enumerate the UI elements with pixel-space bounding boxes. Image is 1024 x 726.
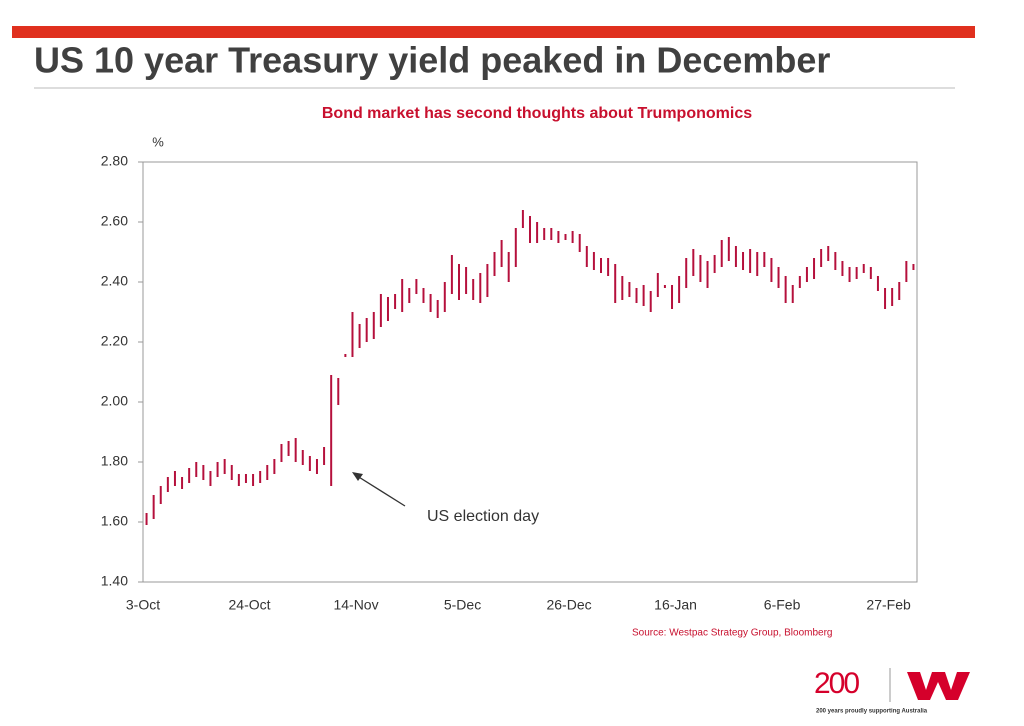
y-tick-label: 2.20 [101, 333, 128, 349]
y-tick-label: 2.00 [101, 393, 128, 409]
x-tick-label: 14-Nov [333, 597, 378, 613]
y-tick-label: 1.80 [101, 453, 128, 469]
y-tick-label: 1.60 [101, 513, 128, 529]
arrow-head [352, 472, 363, 481]
subtitle: Bond market has second thoughts about Tr… [322, 105, 752, 122]
x-tick-label: 24-Oct [229, 597, 271, 613]
x-tick-label: 27-Feb [866, 597, 911, 613]
x-tick-label: 26-Dec [546, 597, 591, 613]
top-bar [12, 26, 975, 38]
x-tick-label: 5-Dec [444, 597, 481, 613]
y-axis-label: % [152, 134, 164, 149]
y-tick-label: 2.60 [101, 213, 128, 229]
logo-w [907, 672, 970, 700]
y-tick-label: 2.40 [101, 273, 128, 289]
plot-frame [142, 161, 918, 583]
annotation: US election day [427, 508, 539, 525]
slide-title: US 10 year Treasury yield peaked in Dece… [34, 40, 830, 81]
x-tick-label: 6-Feb [764, 597, 801, 613]
source: Source: Westpac Strategy Group, Bloomber… [632, 628, 832, 639]
x-tick-label: 3-Oct [126, 597, 160, 613]
y-tick-label: 1.40 [101, 573, 128, 589]
annotation-arrow [353, 473, 406, 507]
y-tick-label: 2.80 [101, 153, 128, 169]
tagline: 200 years proudly supporting Australia [816, 709, 928, 715]
x-tick-label: 16-Jan [654, 597, 697, 613]
logo-200: 200 [814, 667, 859, 700]
